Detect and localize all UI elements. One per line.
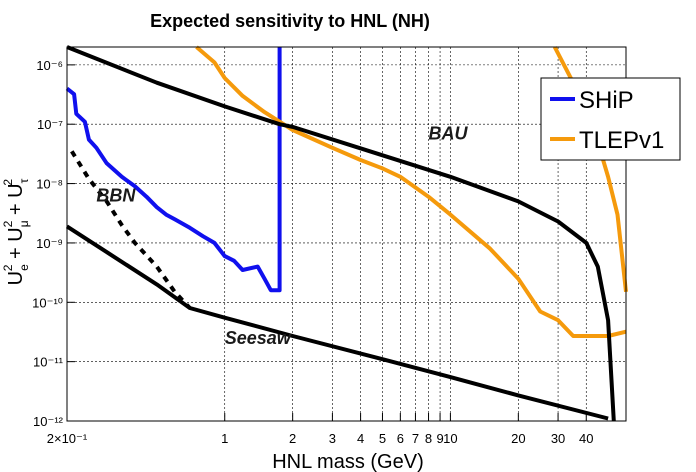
series-line-tlepv1	[195, 45, 627, 338]
x-tick-label: 3	[329, 431, 336, 446]
y-tick-label: 10⁻¹²	[33, 414, 64, 429]
legend-label-tlepv1: TLEPv1	[579, 127, 664, 154]
x-tick-label: 40	[579, 431, 593, 446]
x-tick-label: 8	[425, 431, 432, 446]
series-line-ship	[65, 47, 282, 293]
x-tick-label: 6	[397, 431, 404, 446]
annotation-bau: BAU	[429, 124, 469, 144]
y-tick-label: 10⁻⁹	[36, 236, 63, 251]
x-tick-label: 10	[443, 431, 457, 446]
y-tick-label: 10⁻⁷	[37, 117, 63, 132]
y-axis-title: Ue2 + Uμ2 + Uτ2	[1, 178, 31, 285]
plot-frame	[66, 46, 627, 422]
legend-label-ship: SHiP	[579, 87, 634, 114]
annotation-seesaw: Seesaw	[225, 328, 292, 348]
chart-title: Expected sensitivity to HNL (NH)	[150, 11, 430, 31]
x-tick-label: 2	[289, 431, 296, 446]
x-tick-label: 9	[436, 431, 443, 446]
x-tick-label: 30	[551, 431, 565, 446]
x-tick-label: 1	[221, 431, 228, 446]
legend-box	[540, 77, 681, 161]
series-line-bbn	[70, 150, 192, 310]
annotation-bbn: BBN	[96, 185, 136, 205]
y-tick-label: 10⁻⁸	[36, 177, 63, 192]
annotations: BAU BBN Seesaw	[96, 124, 468, 348]
series-line-seesaw	[65, 224, 609, 421]
x-tick-label: 5	[379, 431, 386, 446]
x-tick-label: 20	[511, 431, 525, 446]
axis-ticks: 2×10⁻¹ 1 2 3 4 5 6 7 8 9 10 20 30 40 10⁻¹² 10⁻¹¹ 10⁻¹⁰ 10…	[32, 58, 593, 446]
x-tick-label: 4	[357, 431, 364, 446]
y-tick-label: 10⁻¹¹	[33, 355, 64, 370]
x-axis-title: HNL mass (GeV)	[272, 451, 424, 472]
x-tick-label: 2×10⁻¹	[47, 431, 88, 446]
y-tick-label: 10⁻⁶	[36, 58, 63, 73]
series-line-bau	[66, 45, 616, 422]
x-tick-label: 7	[412, 431, 419, 446]
legend: SHiP TLEPv1	[540, 77, 681, 161]
y-tick-label: 10⁻¹⁰	[32, 295, 63, 310]
